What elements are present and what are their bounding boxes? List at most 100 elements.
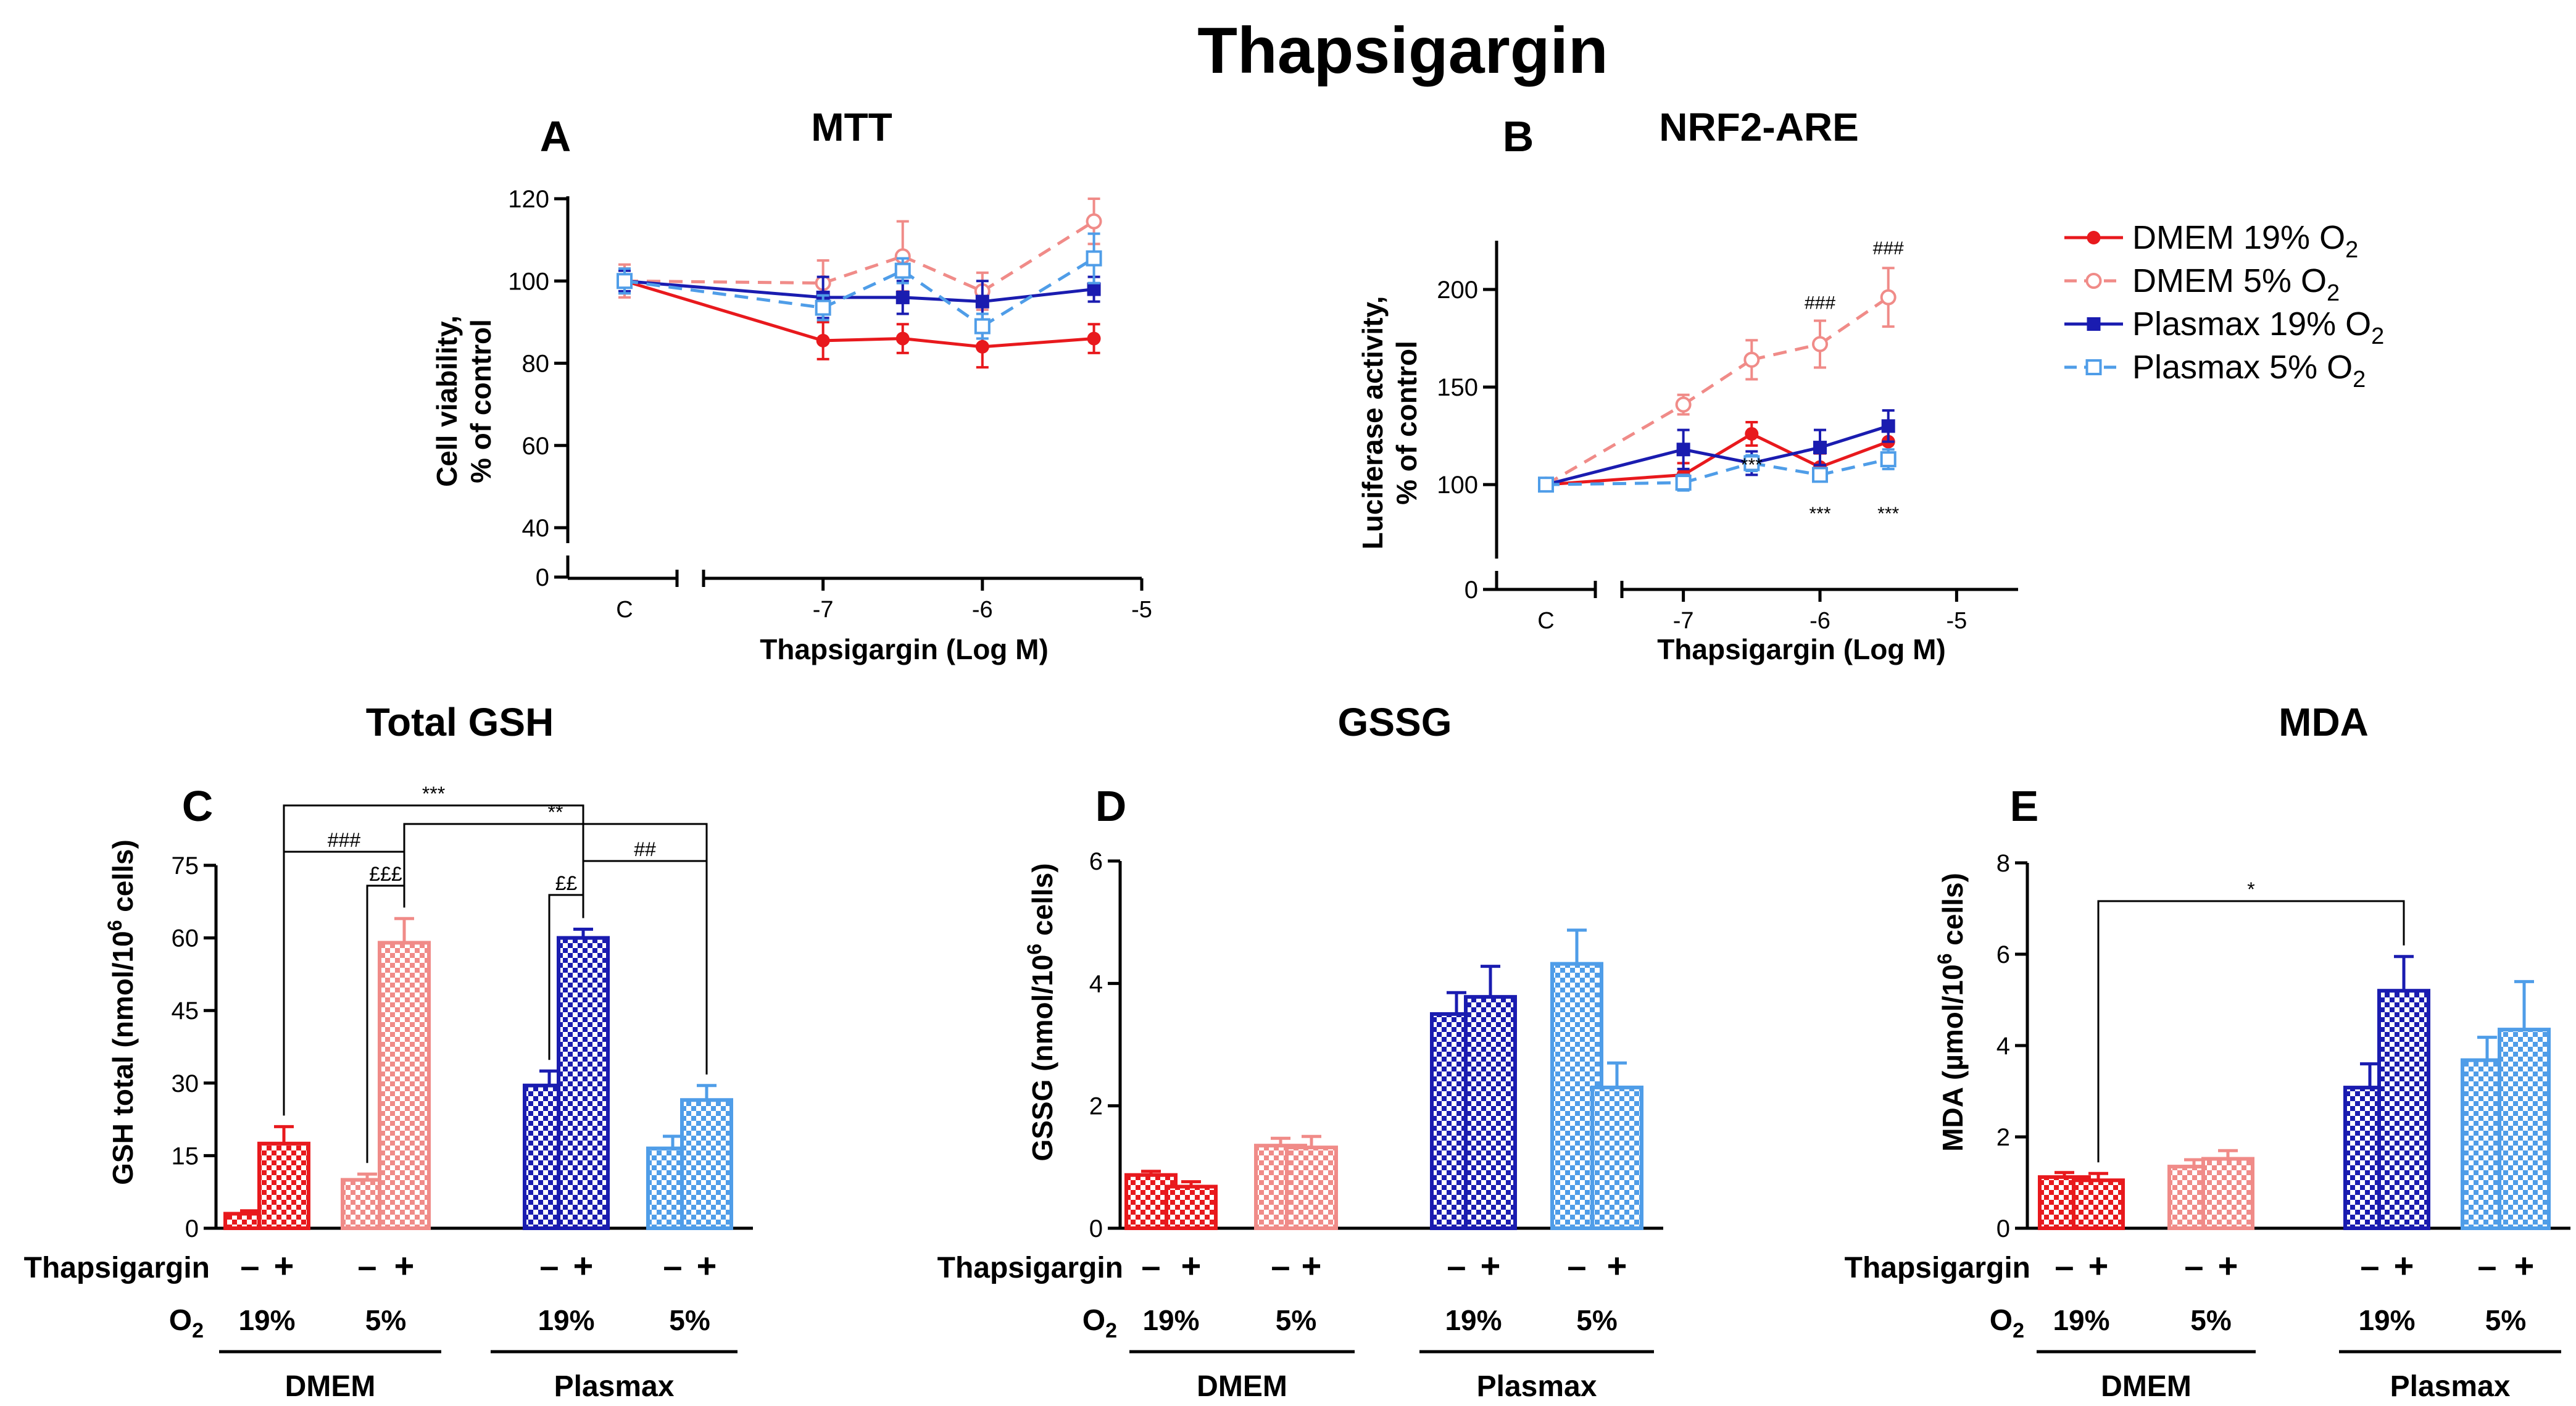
legend-marker-dmem19 [2087,231,2101,244]
media-label-dmem: DMEM [285,1370,376,1403]
treatment-sign: + [1181,1246,1202,1285]
series-line-dmem19 [982,337,1094,349]
data-point-dmem19 [1745,426,1759,441]
panel-title: GSSG [1338,700,1452,744]
y-tick-label: 2 [1089,1093,1103,1120]
data-point-plasmax19 [895,290,910,304]
treatment-sign: – [1141,1246,1160,1285]
bar-dmem19-treated [257,1141,310,1231]
series-line-plasmax19 [624,279,823,299]
data-point-dmem19 [975,339,989,354]
bar-dmem19-treated [2072,1178,2125,1231]
panel-letter: A [540,112,571,160]
data-point-plasmax19 [1087,282,1101,296]
y-tick-label: 2 [1996,1124,2010,1151]
data-point-dmem5 [1743,351,1760,368]
media-label-plasmax: Plasmax [1477,1370,1597,1403]
significance-annotation: ### [1805,293,1835,314]
oxygen-value: 19% [2053,1304,2109,1336]
oxygen-value: 5% [365,1304,406,1336]
significance-label: ### [328,829,361,851]
series-line-plasmax5 [902,269,984,328]
y-tick-label: 60 [522,433,550,460]
oxygen-label-subscript: 2 [2013,1319,2024,1342]
series-line-plasmax5 [1545,481,1684,486]
oxygen-value: 19% [2358,1304,2415,1336]
significance-bracket [2097,900,2405,1163]
series-line-dmem19 [1819,440,1889,469]
y-tick-label: 4 [1996,1033,2010,1060]
legend-subscript: 2 [2327,280,2340,306]
significance-label: £££ [369,863,402,885]
panel-letter: B [1503,112,1534,160]
oxygen-label-subscript: 2 [1105,1319,1117,1342]
treatment-sign: – [2477,1246,2496,1285]
y-tick-label: 6 [1089,848,1103,875]
oxygen-value: 5% [2485,1304,2526,1336]
bar-dmem19-treated [1165,1184,1218,1230]
significance-label: ## [634,838,656,860]
series-line-dmem5 [981,220,1095,293]
oxygen-value: 19% [538,1304,594,1336]
panel-a-mtt-chart: A MTT 0 40 60 80 100 120 Cell viability,% of con… [431,105,1152,665]
significance-annotation: *** [1809,504,1830,524]
series-line-plasmax19 [1683,447,1752,465]
oxygen-value: 5% [1276,1304,1316,1336]
x-tick-label: -6 [972,597,993,623]
series-line-plasmax19 [1751,446,1821,465]
oxygen-value: 5% [669,1304,710,1336]
treatment-sign: + [2514,1246,2535,1285]
panel-b-nrf2-chart: B NRF2-ARE 0 100 150 200 Luciferase activity,%… [1357,105,2018,665]
x-axis-label: Thapsigargin (Log M) [760,633,1049,665]
y-tick-label: 40 [522,515,550,542]
y-axis-label-end: cells) [107,839,139,920]
treatment-sign: + [2088,1246,2109,1285]
bar-plasmax19-treated [557,936,610,1230]
data-point-plasmax19 [975,294,989,309]
treatment-sign: + [697,1246,717,1285]
data-point-plasmax5 [1880,451,1897,468]
y-tick-label: 150 [1437,374,1478,401]
legend-marker-plasmax5 [2085,359,2102,375]
data-point-dmem5 [1086,213,1102,230]
y-tick-label: 4 [1089,970,1103,997]
bar-plasmax19-treated [2377,989,2430,1230]
y-tick-label-zero: 0 [536,564,549,591]
x-tick-label: -7 [813,597,834,623]
y-axis-label: GSH total (nmol/106 cells) [104,839,139,1185]
series-line-dmem19 [1682,432,1753,476]
data-point-dmem5 [1812,336,1828,352]
media-label-dmem: DMEM [1197,1370,1287,1403]
series-line-dmem5 [1545,403,1684,486]
series-line-plasmax5 [822,269,904,309]
data-point-dmem5 [1675,396,1692,413]
y-tick-label: 100 [1437,472,1478,499]
treatment-sign: – [663,1246,682,1285]
series-line-plasmax19 [1545,447,1684,486]
legend-subscript: 2 [2353,367,2366,393]
y-axis-label: MDA (µmol/106 cells) [1934,873,1969,1152]
panel-letter: E [2010,782,2039,830]
significance-label: * [2247,878,2254,901]
data-point-plasmax5 [815,299,831,316]
oxygen-value: 19% [1445,1304,1502,1336]
x-tick-label-control: C [1537,608,1554,634]
y-axis-label: GSSG (nmol/106 cells) [1023,863,1058,1161]
treatment-sign: + [1481,1246,1501,1285]
treatment-sign: + [274,1246,294,1285]
treatment-sign: – [1447,1246,1466,1285]
y-tick-label: 30 [172,1070,199,1097]
series-line-dmem5 [1682,358,1753,406]
series-line-plasmax5 [1682,461,1752,485]
series-line-plasmax5 [1751,461,1821,476]
significance-bracket [582,860,708,1075]
data-point-plasmax19 [1813,441,1827,455]
legend-label-dmem5: DMEM 5% O2 [2132,262,2340,306]
treatment-sign: – [2055,1246,2074,1285]
series-line-dmem5 [624,279,823,285]
data-point-plasmax19 [1676,443,1690,457]
